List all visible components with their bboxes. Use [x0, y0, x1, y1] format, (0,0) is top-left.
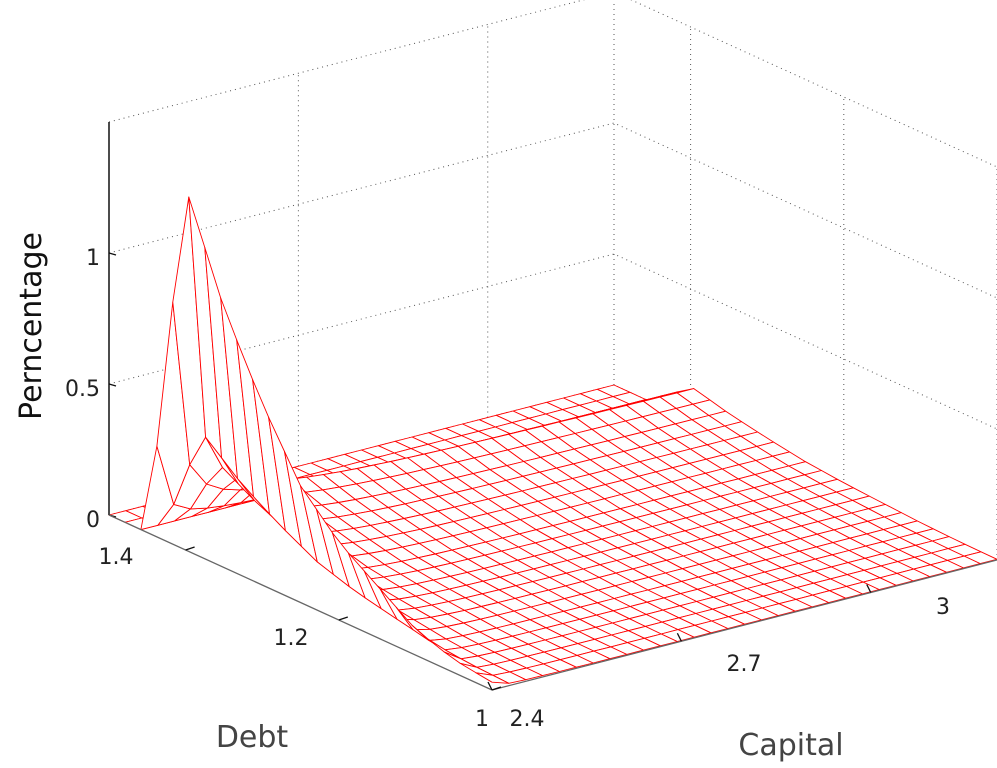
y-axis-line [491, 559, 997, 691]
x-axis-line [108, 514, 493, 691]
y-axis-title: Capital [738, 728, 843, 763]
x-tick-label: 1.4 [99, 545, 134, 570]
z-tick-label: 0.5 [65, 377, 100, 402]
z-tick-mark [108, 252, 117, 256]
y-tick-mark [676, 632, 682, 642]
axes [108, 122, 997, 691]
x-tick-label: 1 [475, 707, 489, 732]
grid-line [108, 122, 997, 299]
y-tick-label: 2.7 [727, 652, 762, 677]
z-axis-title: Perncentage [14, 232, 49, 420]
z-tick-mark [108, 383, 117, 387]
surface-mesh [108, 196, 997, 684]
x-tick-mark [185, 546, 195, 551]
x-tick-mark [491, 686, 502, 691]
x-tick-mark [338, 616, 349, 621]
mesh-cell [475, 672, 510, 684]
grid-line [108, 0, 997, 168]
y-tick-mark [487, 681, 493, 691]
x-tick-label: 1.2 [274, 626, 309, 651]
z-tick-label: 1 [86, 246, 100, 271]
z-tick-label: 0 [86, 508, 100, 533]
y-tick-mark [866, 584, 872, 593]
x-axis-title: Debt [216, 720, 289, 755]
axis-labels: 0 0.5 1 1 1.2 1.4 2.4 2.7 3 Debt Capital… [14, 232, 950, 763]
y-tick-label: 2.4 [510, 707, 545, 732]
y-tick-label: 3 [936, 595, 950, 620]
